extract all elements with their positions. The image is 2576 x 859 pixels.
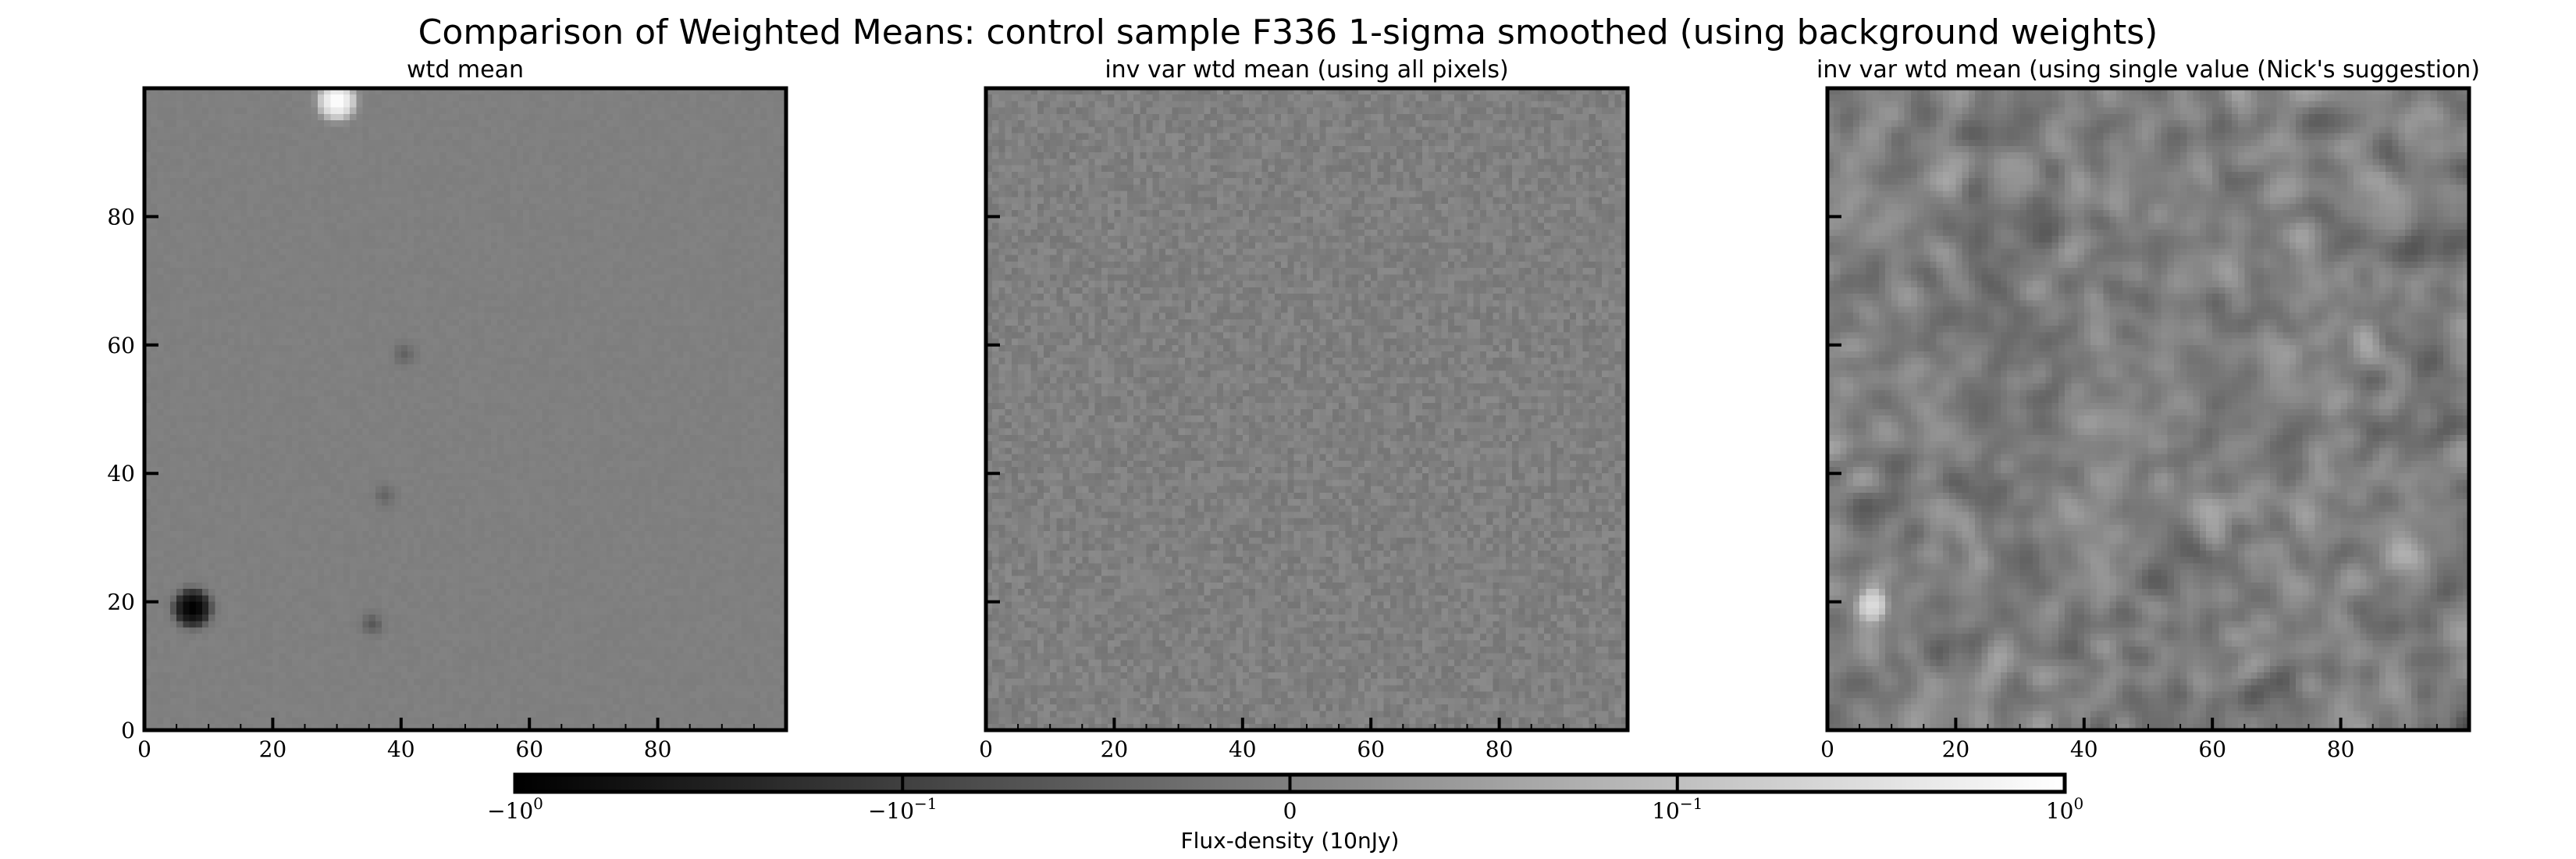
x-tick-label: 0 xyxy=(979,736,993,762)
y-tick-label: 0 xyxy=(121,718,135,743)
figure-title: Comparison of Weighted Means: control sa… xyxy=(418,12,2158,52)
colorbar-tick-exponent: 0 xyxy=(2073,794,2083,813)
colorbar-tick-label: −10−1 xyxy=(868,794,938,824)
heatmap-image xyxy=(986,88,1628,730)
colorbar-tick-exponent: 0 xyxy=(533,794,543,813)
colorbar-tick-label: −100 xyxy=(487,794,543,824)
x-tick-label: 60 xyxy=(1357,736,1385,762)
colorbar-tick-label: 100 xyxy=(2046,794,2083,824)
colorbar-tick-label: 10−1 xyxy=(1652,794,1703,824)
x-tick-label: 60 xyxy=(515,736,543,762)
colorbar-label: Flux-density (10nJy) xyxy=(1181,828,1400,854)
y-tick-label: 60 xyxy=(107,333,135,358)
colorbar-tick-label: 0 xyxy=(1283,798,1297,824)
panel-title: inv var wtd mean (using all pixels) xyxy=(1105,56,1508,84)
x-tick-label: 0 xyxy=(137,736,151,762)
panel-3: inv var wtd mean (using single value (Ni… xyxy=(1816,56,2480,762)
x-tick-label: 60 xyxy=(2198,736,2226,762)
x-tick-label: 20 xyxy=(259,736,287,762)
x-tick-label: 0 xyxy=(1820,736,1834,762)
heatmap-image xyxy=(144,88,786,730)
x-tick-label: 40 xyxy=(1229,736,1257,762)
x-tick-label: 80 xyxy=(1485,736,1514,762)
colorbar-tick-exponent: −1 xyxy=(1680,794,1703,813)
x-tick-label: 80 xyxy=(644,736,672,762)
x-tick-label: 20 xyxy=(1101,736,1129,762)
x-tick-label: 40 xyxy=(2070,736,2098,762)
heatmap-image xyxy=(1827,88,2469,730)
x-tick-label: 20 xyxy=(1942,736,1970,762)
colorbar-tick-base: −10 xyxy=(487,798,533,824)
colorbar-tick-base: 10 xyxy=(2046,798,2074,824)
colorbar-tick-base: 0 xyxy=(1283,798,1297,824)
panel-title: inv var wtd mean (using single value (Ni… xyxy=(1816,56,2480,84)
panel-title: wtd mean xyxy=(407,56,524,84)
colorbar-tick-base: −10 xyxy=(868,798,914,824)
x-tick-label: 40 xyxy=(387,736,415,762)
panel-2: inv var wtd mean (using all pixels) 0 20 40… xyxy=(979,56,1630,762)
x-tick-label: 80 xyxy=(2327,736,2355,762)
colorbar-tick-base: 10 xyxy=(1652,798,1680,824)
y-tick-label: 80 xyxy=(107,204,135,230)
colorbar-tick-exponent: −1 xyxy=(914,794,937,813)
y-tick-label: 40 xyxy=(107,461,135,487)
panel-1: wtd mean 0 20 40 60 80 0 20 40 60 80 xyxy=(107,56,788,762)
y-tick-label: 20 xyxy=(107,590,135,615)
